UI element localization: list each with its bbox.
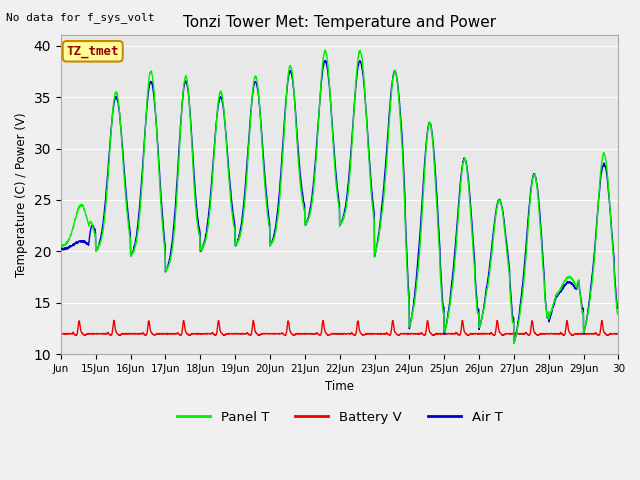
Legend: Panel T, Battery V, Air T: Panel T, Battery V, Air T <box>172 406 508 429</box>
Title: Tonzi Tower Met: Temperature and Power: Tonzi Tower Met: Temperature and Power <box>183 15 496 30</box>
X-axis label: Time: Time <box>325 380 354 393</box>
Y-axis label: Temperature (C) / Power (V): Temperature (C) / Power (V) <box>15 112 28 277</box>
Text: TZ_tmet: TZ_tmet <box>67 45 119 58</box>
Text: No data for f_sys_volt: No data for f_sys_volt <box>6 12 155 23</box>
